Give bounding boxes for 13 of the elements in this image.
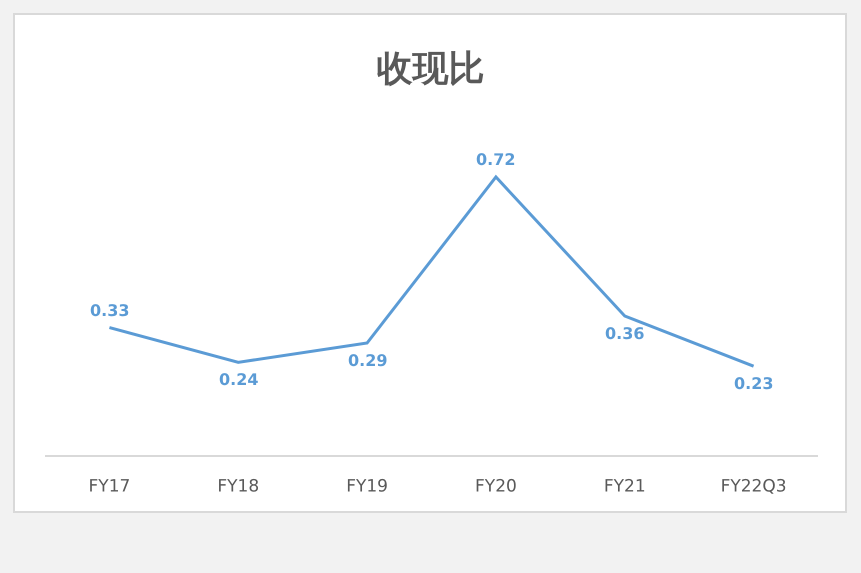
data-label: 0.29	[348, 351, 388, 370]
x-tick-label: FY17	[88, 476, 130, 496]
x-tick-label: FY22Q3	[720, 476, 787, 496]
data-label: 0.24	[219, 370, 258, 389]
data-label: 0.23	[734, 374, 774, 393]
x-tick-label: FY20	[475, 476, 517, 496]
data-label: 0.33	[90, 301, 130, 320]
data-label: 0.36	[605, 324, 644, 343]
x-tick-label: FY18	[217, 476, 260, 496]
x-tick-label: FY19	[346, 476, 388, 496]
data-label: 0.72	[476, 150, 516, 169]
chart-title: 收现比	[376, 48, 484, 90]
x-tick-label: FY21	[604, 476, 646, 496]
